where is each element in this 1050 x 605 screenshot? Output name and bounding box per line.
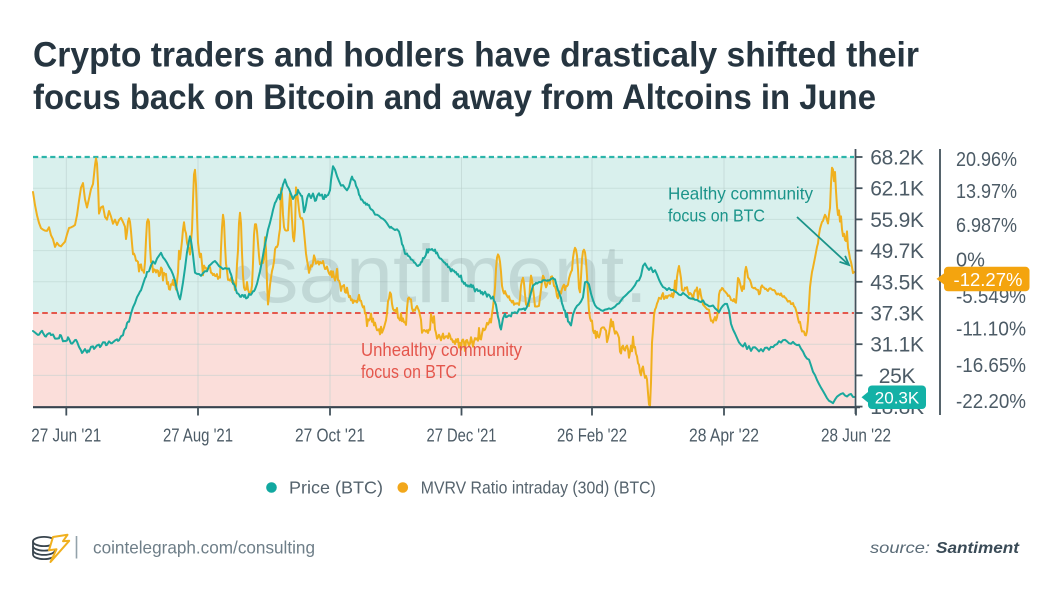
svg-text:santiment.: santiment. bbox=[256, 229, 648, 320]
svg-text:13.97%: 13.97% bbox=[956, 181, 1017, 203]
svg-text:Price (BTC): Price (BTC) bbox=[289, 478, 383, 498]
svg-text:Crypto traders and hodlers hav: Crypto traders and hodlers have drastica… bbox=[33, 36, 919, 75]
svg-text:0%: 0% bbox=[956, 250, 985, 272]
svg-text:-5.549%: -5.549% bbox=[956, 286, 1026, 308]
svg-text:27 Jun '21: 27 Jun '21 bbox=[31, 426, 101, 446]
svg-text:20.96%: 20.96% bbox=[956, 149, 1017, 171]
svg-text:-16.65%: -16.65% bbox=[956, 355, 1026, 377]
svg-text:-11.10%: -11.10% bbox=[956, 319, 1026, 341]
svg-text:49.7K: 49.7K bbox=[870, 240, 924, 263]
svg-text:28 Apr '22: 28 Apr '22 bbox=[689, 426, 759, 446]
svg-text:27 Oct '21: 27 Oct '21 bbox=[295, 426, 365, 446]
svg-text:-12.27%: -12.27% bbox=[954, 269, 1023, 290]
svg-text:55.9K: 55.9K bbox=[870, 209, 924, 232]
svg-text:37.3K: 37.3K bbox=[870, 303, 924, 326]
svg-text:62.1K: 62.1K bbox=[870, 178, 924, 201]
svg-text:31.1K: 31.1K bbox=[870, 334, 924, 357]
svg-text:MVRV Ratio intraday (30d) (BTC: MVRV Ratio intraday (30d) (BTC) bbox=[421, 478, 656, 498]
svg-text:68.2K: 68.2K bbox=[870, 147, 924, 170]
svg-text:20.3K: 20.3K bbox=[875, 389, 920, 408]
svg-text:26 Feb '22: 26 Feb '22 bbox=[557, 426, 627, 446]
svg-text:Santiment: Santiment bbox=[936, 540, 1020, 557]
svg-text:6.987%: 6.987% bbox=[956, 215, 1017, 237]
svg-text:cointelegraph.com/consulting: cointelegraph.com/consulting bbox=[93, 538, 315, 558]
svg-text:25K: 25K bbox=[879, 365, 916, 388]
svg-text:27 Dec '21: 27 Dec '21 bbox=[427, 426, 497, 446]
svg-text:focus on BTC: focus on BTC bbox=[668, 206, 765, 226]
svg-text:focus on BTC: focus on BTC bbox=[361, 362, 457, 382]
svg-text:Unhealthy community: Unhealthy community bbox=[361, 340, 522, 360]
svg-text:-22.20%: -22.20% bbox=[956, 391, 1026, 413]
svg-text:source:: source: bbox=[870, 540, 930, 557]
svg-text:focus back on Bitcoin and away: focus back on Bitcoin and away from Altc… bbox=[33, 78, 876, 117]
svg-text:Healthy community: Healthy community bbox=[668, 184, 813, 204]
svg-text:28 Jun '22: 28 Jun '22 bbox=[821, 426, 891, 446]
svg-text:43.5K: 43.5K bbox=[870, 271, 924, 294]
svg-text:27 Aug '21: 27 Aug '21 bbox=[163, 426, 233, 446]
